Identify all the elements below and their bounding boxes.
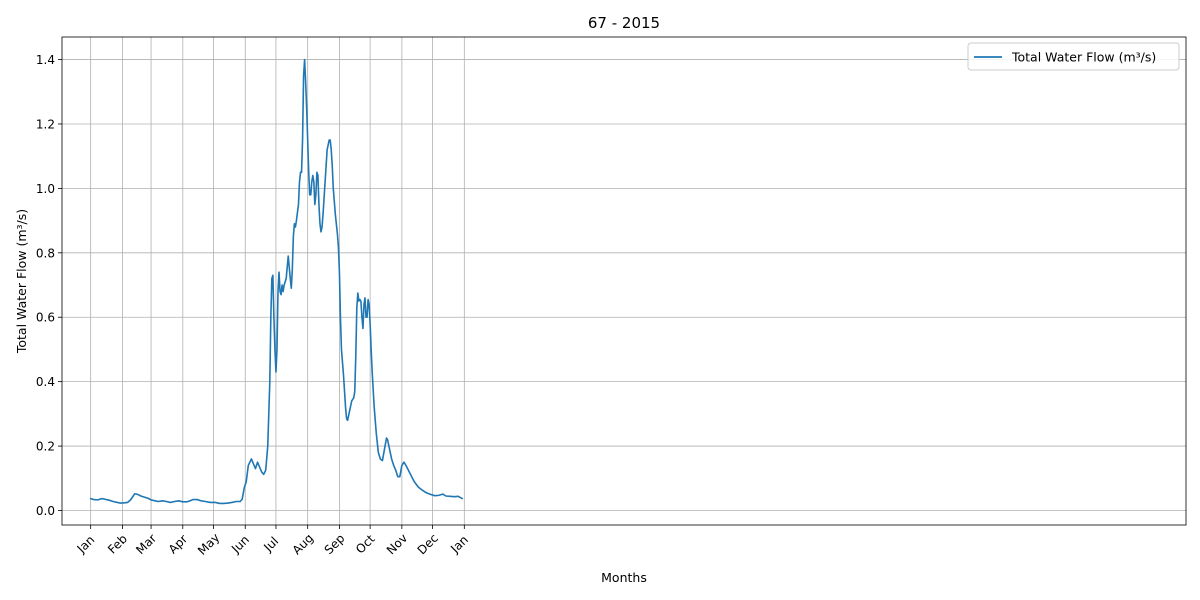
- x-tick-label: May: [195, 530, 222, 557]
- y-tick-label: 0.6: [36, 311, 55, 325]
- legend-entry: Total Water Flow (m³/s): [1011, 50, 1156, 65]
- x-tick-label: Jan: [447, 533, 471, 557]
- x-tick-label: Oct: [353, 532, 378, 557]
- y-tick-label: 0.0: [36, 504, 55, 518]
- y-tick-label: 1.2: [36, 117, 55, 131]
- x-tick-label: Feb: [105, 532, 130, 557]
- y-tick-label: 0.4: [36, 375, 55, 389]
- x-tick-label: Mar: [133, 531, 159, 557]
- grid: [62, 37, 1186, 525]
- plot-frame: [61, 36, 1187, 526]
- y-tick-label: 0.2: [36, 440, 55, 454]
- y-axis-label: Total Water Flow (m³/s): [14, 209, 29, 354]
- legend: Total Water Flow (m³/s): [967, 42, 1180, 71]
- x-tick-label: Dec: [415, 531, 441, 557]
- x-tick-label: Jun: [228, 533, 252, 557]
- x-tick-label: Nov: [384, 531, 410, 557]
- x-tick-label: Jan: [74, 533, 98, 557]
- y-tick-label: 1.0: [36, 182, 55, 196]
- series-layer: [89, 58, 464, 505]
- x-tick-label: Jul: [260, 534, 281, 555]
- y-tick-label: 0.8: [36, 246, 55, 260]
- x-tick-label: Aug: [290, 531, 316, 557]
- x-axis-label: Months: [601, 570, 647, 585]
- x-tick-label: Sep: [322, 531, 348, 557]
- y-tick-label: 1.4: [36, 53, 55, 67]
- series-line-total-water-flow: [89, 58, 464, 505]
- chart-title: 67 - 2015: [588, 14, 660, 32]
- ticks: Jan Feb Mar Apr May Jun Jul Aug Sep Oct Nov Dec Jan0…: [36, 53, 471, 558]
- x-tick-label: Apr: [166, 532, 191, 557]
- legend-box: [967, 42, 1180, 71]
